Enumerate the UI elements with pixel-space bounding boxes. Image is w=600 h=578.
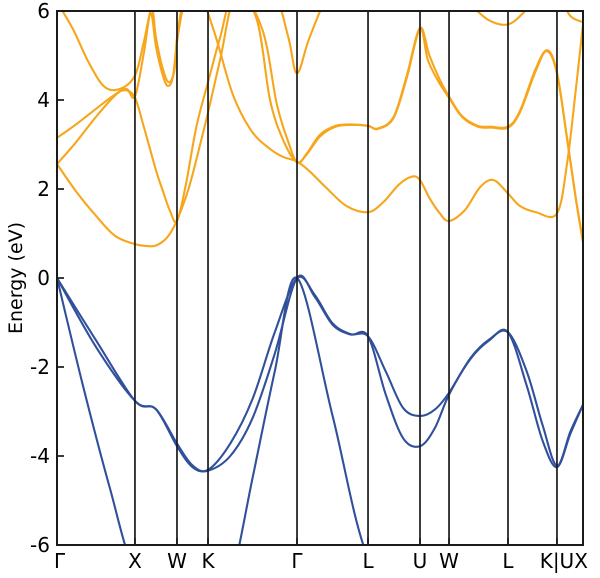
y-tick-label-5: -4 (30, 444, 50, 468)
x-tick-label-2: W (167, 549, 187, 573)
band-curve-conduction-band-4 (61, 11, 583, 92)
x-tick-label-5: L (362, 549, 374, 573)
y-axis-title: Energy (eV) (5, 222, 27, 334)
x-tick-label-6: U (413, 549, 428, 573)
y-tick-labels-group: 6 4 2 0 -2 -4 -6 (30, 0, 50, 557)
x-tick-label-7: W (439, 549, 459, 573)
x-tick-label-9: K|U (540, 549, 575, 573)
x-tick-label-3: K (201, 549, 215, 573)
y-tick-label-0: 6 (37, 0, 50, 23)
band-curve-valence-band-3 (57, 276, 365, 545)
x-tick-label-1: X (128, 549, 142, 573)
band-curve-valence-band-2 (57, 274, 583, 473)
y-tick-label-2: 2 (37, 177, 50, 201)
x-tick-labels-group: Γ X W K Γ L U W L K|U X (54, 549, 588, 573)
band-curves-group (57, 11, 583, 545)
y-tick-label-4: -2 (30, 355, 50, 379)
x-tick-label-0: Γ (54, 549, 66, 573)
x-tick-marks-group (134, 538, 558, 545)
band-curve-conduction-band-3 (57, 11, 583, 223)
high-symmetry-lines-group (134, 11, 558, 545)
x-tick-label-10: X (574, 549, 588, 573)
y-tick-label-1: 4 (37, 88, 50, 112)
y-tick-label-6: -6 (30, 533, 50, 557)
y-tick-label-3: 0 (37, 266, 50, 290)
plot-area-background (57, 11, 583, 545)
x-tick-label-8: L (502, 549, 514, 573)
x-tick-label-4: Γ (291, 549, 303, 573)
plot-frame (56, 10, 584, 546)
